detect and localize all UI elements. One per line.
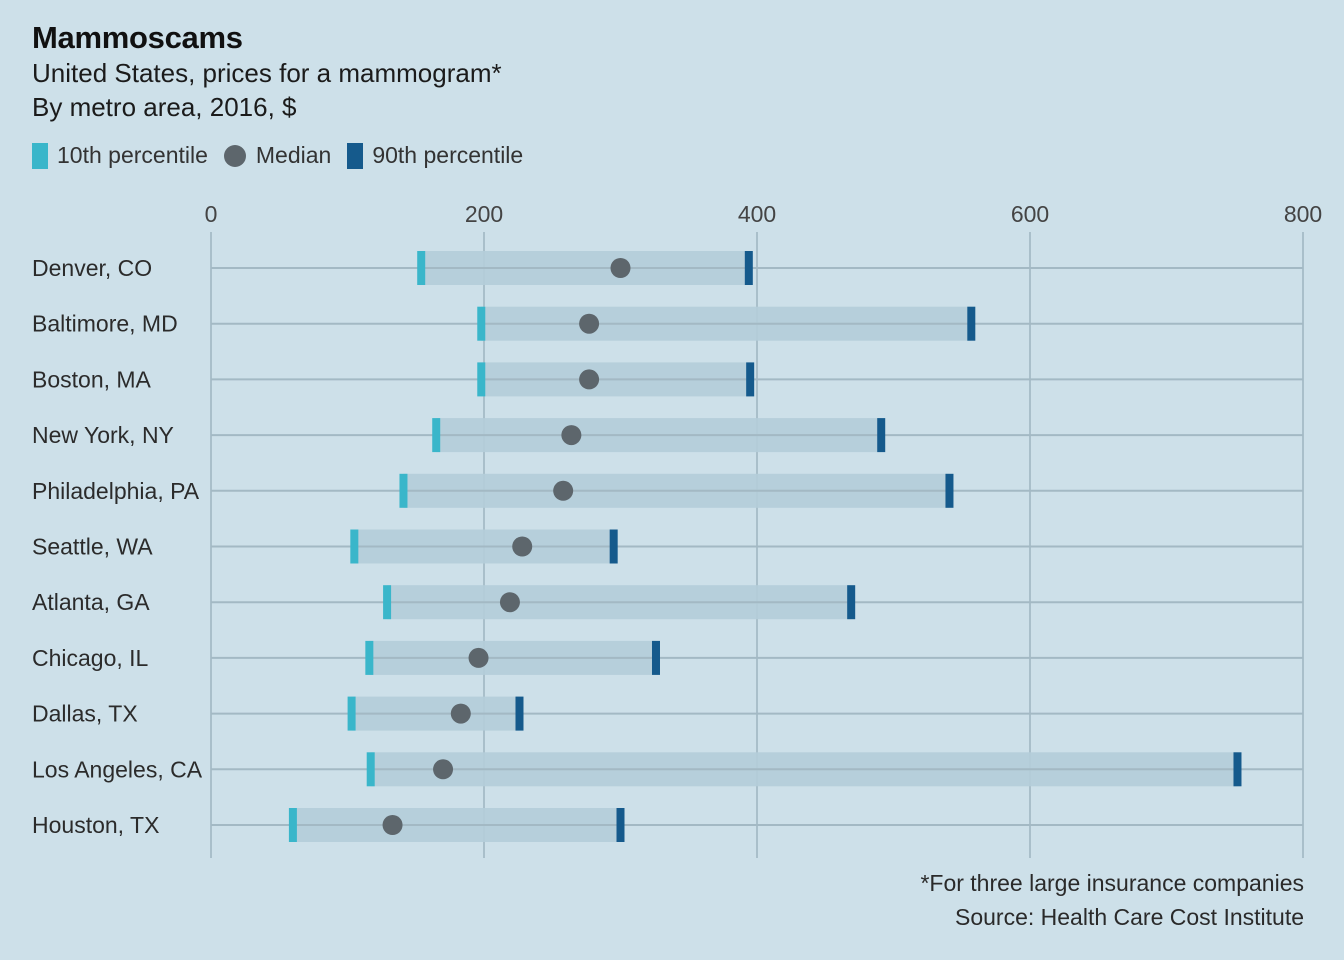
p10-marker [347, 696, 356, 731]
p10-marker [288, 808, 297, 842]
legend-item-p10: 10th percentile [32, 142, 208, 169]
category-label: Denver, CO [32, 255, 152, 281]
p10-marker [432, 418, 441, 453]
category-label: Atlanta, GA [32, 589, 150, 615]
median-dot [610, 258, 631, 278]
category-label: Houston, TX [32, 812, 159, 838]
x-tick-label: 600 [1011, 201, 1049, 227]
median-dot [553, 480, 574, 501]
legend-label-p90: 90th percentile [372, 142, 524, 168]
p90-marker [651, 640, 660, 675]
p90-marker [744, 251, 753, 285]
chart-title: Mammoscams [32, 20, 243, 55]
legend-swatch-p90 [347, 142, 364, 169]
p10-marker [399, 473, 408, 508]
p90-marker [847, 585, 856, 620]
category-label: Los Angeles, CA [32, 756, 203, 782]
p10-marker [366, 752, 375, 787]
p90-marker [877, 418, 886, 453]
median-dot [579, 369, 600, 390]
legend-label-median: Median [255, 142, 332, 168]
median-dot [561, 425, 582, 446]
legend: 10th percentile Median 90th percentile [32, 142, 539, 169]
p90-marker [967, 306, 976, 341]
p90-marker [515, 696, 524, 731]
p90-marker [616, 808, 625, 842]
p90-marker [945, 473, 954, 508]
x-tick-label: 0 [205, 201, 218, 227]
footnote: *For three large insurance companies [920, 870, 1304, 896]
category-label: Seattle, WA [32, 534, 153, 560]
chart-subtitle-units: By metro area, 2016, $ [32, 92, 297, 122]
category-label: New York, NY [32, 422, 174, 448]
category-label: Boston, MA [32, 366, 152, 392]
source-note: Source: Health Care Cost Institute [955, 904, 1304, 930]
x-tick-label: 800 [1284, 201, 1322, 227]
p90-marker [1233, 752, 1242, 787]
p10-marker [383, 585, 392, 620]
p10-marker [477, 362, 486, 397]
chart-subtitle: United States, prices for a mammogram* [32, 58, 502, 88]
median-dot [450, 703, 471, 724]
x-tick-label: 400 [738, 201, 776, 227]
p90-marker [746, 362, 755, 397]
legend-item-p90: 90th percentile [347, 142, 523, 169]
legend-item-median: Median [223, 142, 332, 169]
p10-marker [417, 251, 426, 285]
median-dot [512, 536, 533, 557]
median-dot [468, 647, 489, 668]
median-dot [382, 815, 403, 835]
legend-label-p10: 10th percentile [57, 142, 208, 168]
category-label: Philadelphia, PA [32, 478, 200, 504]
legend-swatch-median [223, 144, 246, 167]
median-dot [433, 759, 454, 780]
category-label: Dallas, TX [32, 701, 138, 727]
category-label: Baltimore, MD [32, 311, 178, 337]
p10-marker [477, 306, 486, 341]
category-label: Chicago, IL [32, 645, 149, 671]
legend-swatch-p10 [32, 142, 48, 169]
x-tick-label: 200 [465, 201, 503, 227]
median-dot [579, 313, 600, 334]
p10-marker [365, 640, 374, 675]
median-dot [499, 592, 520, 613]
p90-marker [609, 529, 618, 564]
p10-marker [350, 529, 359, 564]
